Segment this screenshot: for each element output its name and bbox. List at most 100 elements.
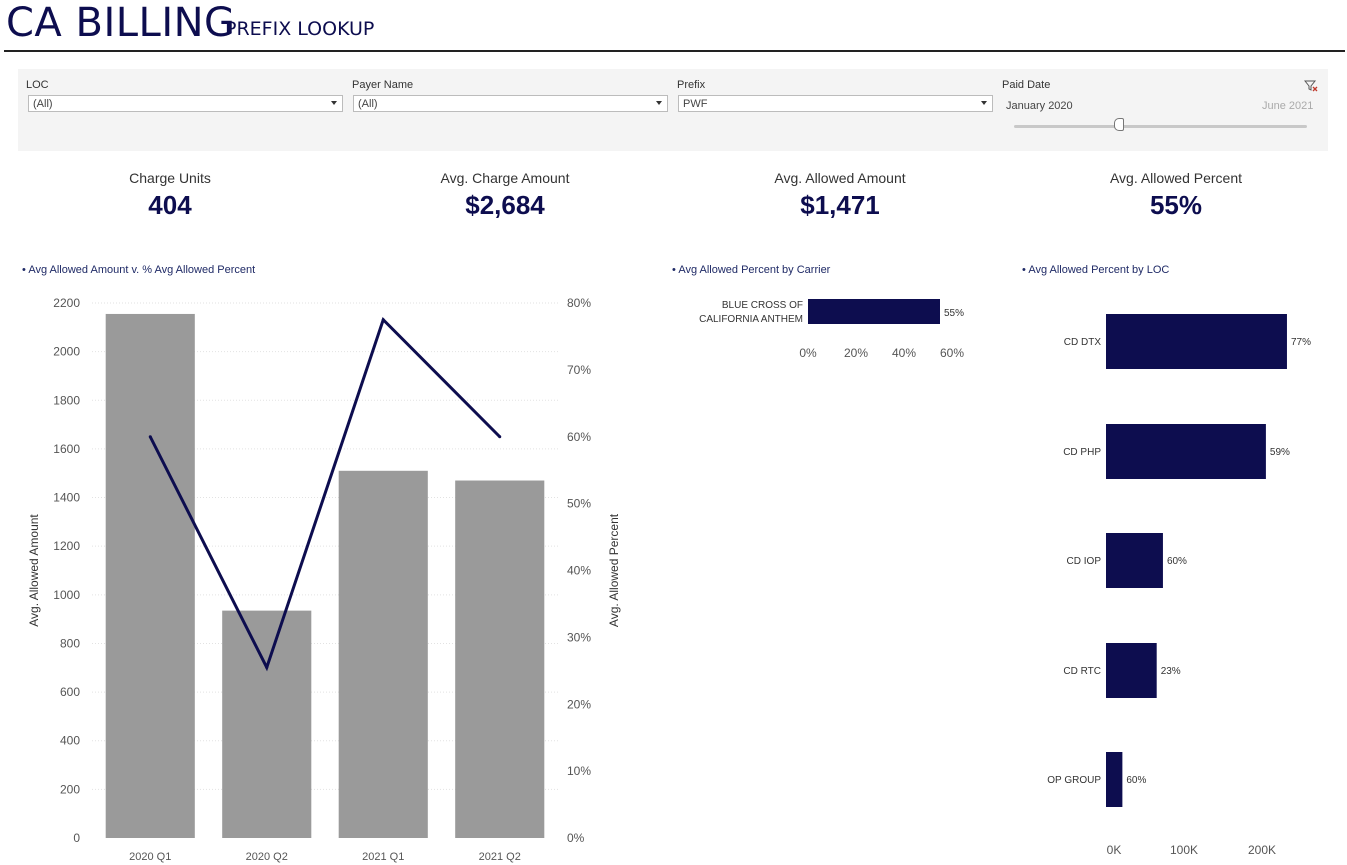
loc-category-label: CD PHP [1063,447,1101,458]
loc-chart-title: • Avg Allowed Percent by LOC [1022,264,1170,276]
kpi-label: Avg. Charge Amount [440,170,570,186]
paid-date-end: June 2021 [1262,100,1314,112]
x-axis-tick-label: 0% [799,346,817,360]
y-axis-tick-label: 1200 [53,539,80,553]
y2-axis-tick-label: 0% [567,831,585,845]
chevron-down-icon [656,101,662,105]
loc-bar [1106,533,1163,588]
y-axis-tick-label: 200 [60,782,80,796]
prefix-filter-value: PWF [683,98,708,110]
loc-filter-value: (All) [33,98,53,110]
carrier-chart: BLUE CROSS OF CALIFORNIA ANTHEM 55% 0% 20% 40… [699,299,964,360]
carrier-chart-title: • Avg Allowed Percent by Carrier [672,264,831,276]
filter-panel: LOC (All) Payer Name (All) Prefix PWF Pa… [18,69,1328,151]
x-axis-tick-label: 40% [892,346,916,360]
payer-filter-value: (All) [358,98,378,110]
loc-bar-label: 60% [1126,775,1146,786]
dashboard-title: CA BILLING [6,0,236,46]
combo-chart: 0 200 400 600 800 1000 1200 1400 1600 1800 2000 220… [27,296,621,863]
payer-filter-dropdown[interactable]: (All) [353,95,668,112]
clear-filter-icon[interactable] [1304,79,1318,93]
loc-bar-label: 59% [1270,447,1290,458]
loc-category-label: CD RTC [1063,666,1101,677]
loc-bar-label: 23% [1161,666,1181,677]
loc-chart: CD DTX 77% CD PHP 59% CD IOP 60% CD RTC 23% OP G… [1047,314,1311,857]
loc-filter-dropdown[interactable]: (All) [28,95,343,112]
y2-axis-tick-label: 80% [567,296,591,310]
paid-date-start: January 2020 [1006,100,1073,112]
carrier-bar-label: 55% [944,308,964,319]
kpi-value: $2,684 [465,190,545,220]
y2-axis-tick-label: 70% [567,363,591,377]
paid-date-filter-label: Paid Date [1002,79,1051,91]
carrier-chart-title-text: Avg Allowed Percent by Carrier [678,264,831,276]
combo-chart-title: • Avg Allowed Amount v. % Avg Allowed Pe… [22,264,256,276]
x-axis-tick-label: 2021 Q2 [479,851,521,863]
allowed-amount-bar [105,313,195,838]
kpi-avg-allowed-percent: Avg. Allowed Percent 55% [1051,170,1301,221]
kpi-avg-charge-amount: Avg. Charge Amount $2,684 [380,170,630,221]
allowed-percent-point [265,665,269,669]
loc-bar [1106,314,1287,369]
dashboard-subtitle: PREFIX LOOKUP [225,18,375,40]
y2-axis-tick-label: 10% [567,764,591,778]
loc-filter-label: LOC [26,79,49,91]
paid-date-slider-handle[interactable] [1114,118,1124,131]
chevron-down-icon [331,101,337,105]
prefix-filter-dropdown[interactable]: PWF [678,95,993,112]
loc-bar [1106,424,1266,479]
y-axis-tick-label: 1000 [53,588,80,602]
allowed-amount-bar [338,470,428,838]
allowed-percent-point [498,435,502,439]
allowed-percent-point [148,435,152,439]
combo-chart-title-text: Avg Allowed Amount v. % Avg Allowed Perc… [28,264,256,276]
allowed-percent-line [148,316,501,672]
dashboard-header: CA BILLING PREFIX LOOKUP [0,0,1347,52]
loc-category-label: CD IOP [1067,556,1102,567]
kpi-label: Avg. Allowed Percent [1109,170,1243,186]
y-axis-tick-label: 2200 [53,296,80,310]
paid-date-slider-track[interactable] [1014,125,1307,128]
payer-filter-label: Payer Name [352,79,414,91]
loc-bar [1106,643,1157,698]
allowed-amount-bar [455,480,545,838]
loc-chart-title-text: Avg Allowed Percent by LOC [1028,264,1170,276]
y2-axis-title: Avg. Allowed Percent [607,513,621,627]
x-axis-tick-label: 20% [844,346,868,360]
y-axis-tick-label: 2000 [53,345,80,359]
y2-axis-tick-label: 20% [567,697,591,711]
y-axis-title: Avg. Allowed Amount [27,514,41,627]
x-axis-tick-label: 2020 Q2 [246,851,288,863]
x-axis-tick-label: 60% [940,346,964,360]
title-divider [4,50,1345,52]
kpi-label: Avg. Allowed Amount [774,170,906,186]
kpi-value: 55% [1149,190,1203,220]
chevron-down-icon [981,101,987,105]
y2-axis-tick-label: 40% [567,564,591,578]
kpi-value: 404 [148,190,192,220]
kpi-label: Charge Units [129,170,211,186]
y-axis-tick-label: 1600 [53,442,80,456]
y2-axis-tick-label: 60% [567,430,591,444]
loc-category-label: OP GROUP [1047,775,1101,786]
allowed-percent-point [381,318,385,322]
prefix-filter-label: Prefix [677,79,706,91]
y-axis-tick-label: 600 [60,685,80,699]
kpi-charge-units: Charge Units 404 [45,170,295,221]
carrier-category-label: BLUE CROSS OF [722,300,803,311]
y2-axis-tick-label: 50% [567,497,591,511]
y-axis-tick-label: 1800 [53,393,80,407]
x-axis-tick-label: 2021 Q1 [362,851,404,863]
x-axis-tick-label: 0K [1107,843,1122,857]
carrier-category-label: CALIFORNIA ANTHEM [699,314,803,325]
x-axis-tick-label: 2020 Q1 [129,851,171,863]
y-axis-tick-label: 1400 [53,491,80,505]
x-axis-tick-label: 200K [1248,843,1276,857]
y-axis-tick-label: 400 [60,734,80,748]
loc-bar-label: 77% [1291,337,1311,348]
kpi-avg-allowed-amount: Avg. Allowed Amount $1,471 [715,170,965,221]
y2-axis-tick-label: 30% [567,630,591,644]
carrier-bar [808,299,940,324]
loc-category-label: CD DTX [1064,337,1102,348]
y-axis-tick-label: 800 [60,636,80,650]
